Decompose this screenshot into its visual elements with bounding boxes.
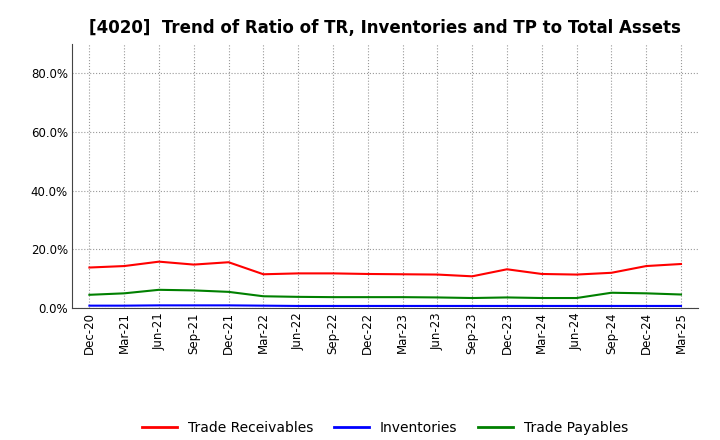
Trade Payables xyxy=(85,292,94,297)
Trade Receivables xyxy=(294,271,302,276)
Inventories xyxy=(189,303,198,308)
Trade Payables xyxy=(225,289,233,294)
Trade Payables xyxy=(433,295,442,300)
Trade Receivables xyxy=(120,264,129,269)
Inventories xyxy=(398,303,407,308)
Trade Receivables xyxy=(607,270,616,275)
Trade Payables xyxy=(294,294,302,300)
Inventories xyxy=(537,303,546,308)
Trade Payables xyxy=(398,294,407,300)
Trade Payables xyxy=(364,294,372,300)
Trade Payables xyxy=(642,291,651,296)
Inventories xyxy=(468,303,477,308)
Trade Payables xyxy=(259,293,268,299)
Trade Receivables xyxy=(572,272,581,277)
Inventories xyxy=(607,303,616,308)
Inventories xyxy=(155,303,163,308)
Inventories xyxy=(328,303,337,308)
Trade Receivables xyxy=(433,272,442,277)
Trade Receivables xyxy=(364,271,372,277)
Inventories xyxy=(572,303,581,308)
Trade Receivables xyxy=(677,261,685,267)
Inventories xyxy=(364,303,372,308)
Trade Receivables xyxy=(189,262,198,267)
Line: Trade Payables: Trade Payables xyxy=(89,290,681,298)
Trade Payables xyxy=(677,292,685,297)
Inventories xyxy=(677,303,685,308)
Trade Payables xyxy=(328,294,337,300)
Trade Receivables xyxy=(85,265,94,270)
Trade Receivables xyxy=(398,271,407,277)
Trade Receivables xyxy=(642,264,651,269)
Inventories xyxy=(225,303,233,308)
Trade Payables xyxy=(120,291,129,296)
Trade Payables xyxy=(155,287,163,293)
Trade Receivables xyxy=(468,274,477,279)
Inventories xyxy=(259,303,268,308)
Trade Payables xyxy=(468,295,477,301)
Inventories xyxy=(642,303,651,308)
Inventories xyxy=(85,303,94,308)
Trade Payables xyxy=(537,295,546,301)
Trade Payables xyxy=(503,295,511,300)
Inventories xyxy=(503,303,511,308)
Trade Payables xyxy=(572,295,581,301)
Line: Trade Receivables: Trade Receivables xyxy=(89,262,681,276)
Inventories xyxy=(120,303,129,308)
Trade Receivables xyxy=(503,267,511,272)
Trade Payables xyxy=(189,288,198,293)
Trade Payables xyxy=(607,290,616,295)
Trade Receivables xyxy=(537,271,546,277)
Line: Inventories: Inventories xyxy=(89,305,681,306)
Trade Receivables xyxy=(259,271,268,277)
Trade Receivables xyxy=(328,271,337,276)
Legend: Trade Receivables, Inventories, Trade Payables: Trade Receivables, Inventories, Trade Pa… xyxy=(137,415,634,440)
Inventories xyxy=(294,303,302,308)
Trade Receivables xyxy=(225,260,233,265)
Title: [4020]  Trend of Ratio of TR, Inventories and TP to Total Assets: [4020] Trend of Ratio of TR, Inventories… xyxy=(89,19,681,37)
Trade Receivables xyxy=(155,259,163,264)
Inventories xyxy=(433,303,442,308)
